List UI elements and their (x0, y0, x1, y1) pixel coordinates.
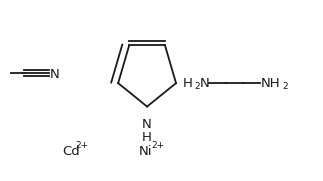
Text: Cd: Cd (62, 145, 80, 158)
Text: H: H (142, 131, 152, 144)
Text: NH: NH (261, 77, 281, 90)
Text: N: N (200, 77, 210, 90)
Text: N: N (49, 68, 59, 81)
Text: H: H (182, 77, 192, 90)
Text: 2: 2 (194, 82, 200, 91)
Text: 2: 2 (282, 82, 288, 91)
Text: Ni: Ni (139, 145, 152, 158)
Text: 2+: 2+ (75, 141, 88, 150)
Text: 2+: 2+ (151, 141, 164, 150)
Text: N: N (142, 118, 152, 131)
